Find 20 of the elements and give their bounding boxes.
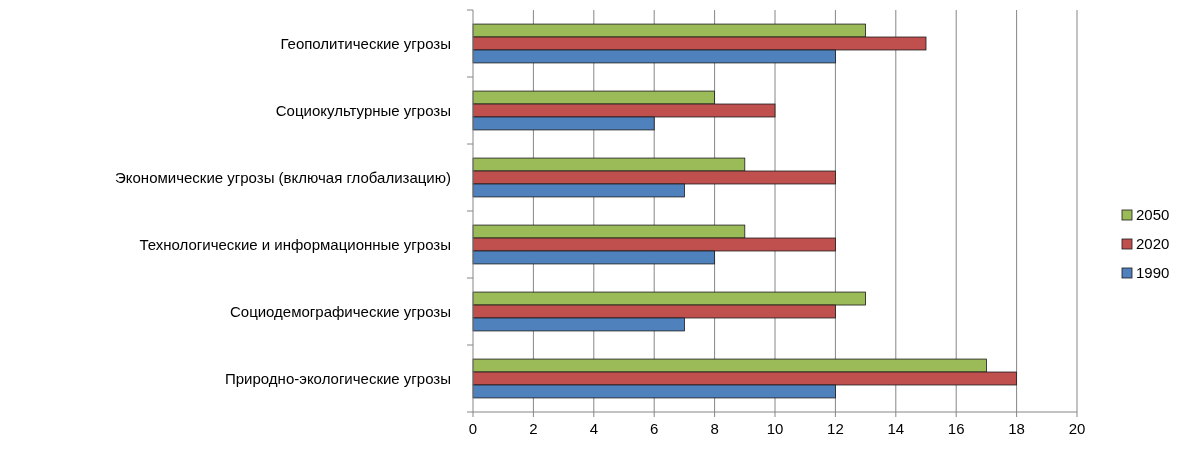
legend-label: 2050 (1136, 206, 1170, 223)
x-tick-label: 8 (710, 420, 719, 437)
y-tick-label: Экономические угрозы (включая глобализацию) (115, 168, 451, 186)
x-tick-label: 18 (1008, 420, 1025, 437)
y-tick-label: Социодемографические угрозы (229, 302, 451, 320)
x-tick-label: 12 (827, 420, 844, 437)
y-tick-label: Природно-экологические угрозы (225, 369, 451, 387)
y-tick-label: Социокультурные угрозы (275, 101, 451, 119)
x-tick-label: 4 (589, 420, 598, 437)
x-tick-label: 14 (887, 420, 905, 437)
x-tick-label: 2 (529, 420, 538, 437)
legend-label: 1990 (1136, 264, 1170, 281)
x-tick-label: 0 (468, 420, 478, 437)
x-tick-label: 16 (947, 420, 965, 437)
y-tick-label: Технологические и информационные угрозы (139, 235, 451, 253)
x-tick-label: 10 (766, 420, 784, 437)
x-tick-label: 20 (1068, 420, 1086, 437)
y-tick-label: Геополитические угрозы (280, 34, 451, 52)
legend-label: 2020 (1136, 235, 1170, 252)
x-tick-label: 6 (650, 420, 659, 437)
